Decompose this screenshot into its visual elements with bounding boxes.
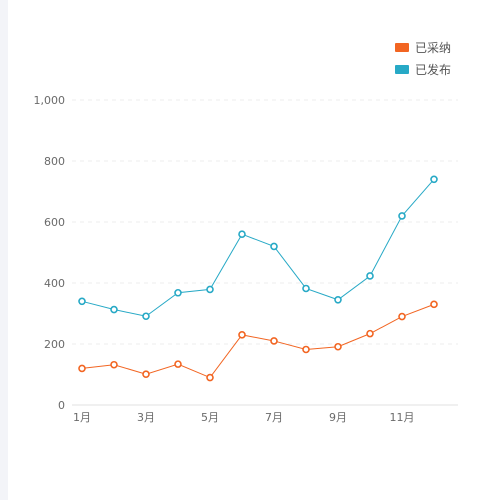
chart-card: 0 200 400 600 800 1,000 1月 3月 5月 7月 9月 11月 已采纳 已发布 (8, 0, 500, 500)
y-tick-label: 400 (44, 277, 65, 290)
y-tick-label: 200 (44, 338, 65, 351)
data-point-adopted (238, 331, 246, 339)
data-point-adopted (206, 373, 214, 382)
data-point-published (334, 295, 342, 304)
data-point-published (206, 285, 214, 294)
data-point-published (174, 288, 182, 297)
y-tick-label: 800 (44, 155, 65, 168)
x-tick-label: 11月 (390, 411, 415, 424)
data-point-adopted (430, 300, 438, 309)
legend-label-published: 已发布 (415, 62, 452, 77)
data-point-published (302, 284, 310, 293)
data-point-adopted (334, 342, 342, 351)
data-point-published (110, 305, 118, 314)
data-point-published (238, 230, 246, 238)
x-tick-label: 5月 (201, 411, 219, 424)
series-line-published (81, 178, 435, 317)
data-point-adopted (270, 337, 278, 345)
legend-swatch-adopted (395, 42, 409, 52)
x-tick-label: 1月 (73, 411, 91, 424)
data-point-adopted (110, 360, 118, 369)
line-chart: 0 200 400 600 800 1,000 1月 3月 5月 7月 9月 11月 (34, 94, 458, 424)
data-point-adopted (302, 345, 310, 354)
x-tick-label: 9月 (329, 411, 347, 424)
data-point-published (270, 242, 278, 251)
data-point-published (366, 272, 374, 280)
legend-item-published[interactable]: 已发布 (395, 58, 451, 80)
chart-legend: 已采纳 已发布 (395, 36, 451, 80)
data-point-adopted (366, 329, 374, 338)
data-point-adopted (174, 360, 182, 368)
legend-swatch-published (395, 64, 409, 74)
y-tick-label: 1,000 (34, 94, 66, 107)
legend-item-adopted[interactable]: 已采纳 (395, 36, 451, 58)
data-point-adopted (78, 364, 86, 373)
legend-label-adopted: 已采纳 (415, 40, 452, 55)
data-point-published (398, 212, 406, 220)
y-tick-label: 600 (44, 216, 65, 229)
data-point-published (430, 175, 438, 184)
x-tick-label: 7月 (265, 411, 283, 424)
x-tick-label: 3月 (137, 411, 155, 424)
data-point-published (142, 312, 150, 321)
series-line-adopted (81, 303, 435, 379)
y-tick-label: 0 (58, 399, 65, 412)
data-point-published (78, 297, 86, 306)
data-point-adopted (142, 370, 150, 378)
data-point-adopted (398, 312, 406, 321)
